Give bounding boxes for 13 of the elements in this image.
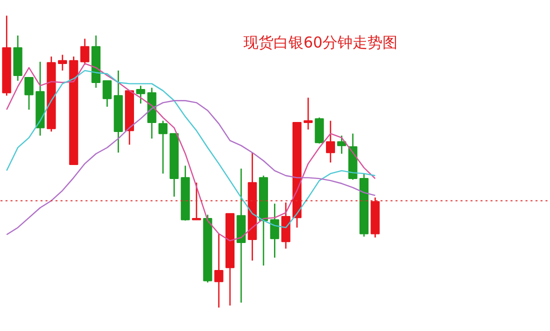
candlestick [136,85,146,104]
candlestick [304,97,313,130]
candlestick [158,120,168,174]
candlestick [102,80,112,108]
candlestick [24,76,34,110]
candlestick [270,203,280,258]
text: 现货白银60分钟走势图 [243,34,398,52]
candlestick [314,116,324,144]
candlestick [58,54,67,72]
candlestick [80,38,90,66]
candlestick [192,182,202,220]
candlestick [214,233,224,308]
candlestick [326,120,336,164]
